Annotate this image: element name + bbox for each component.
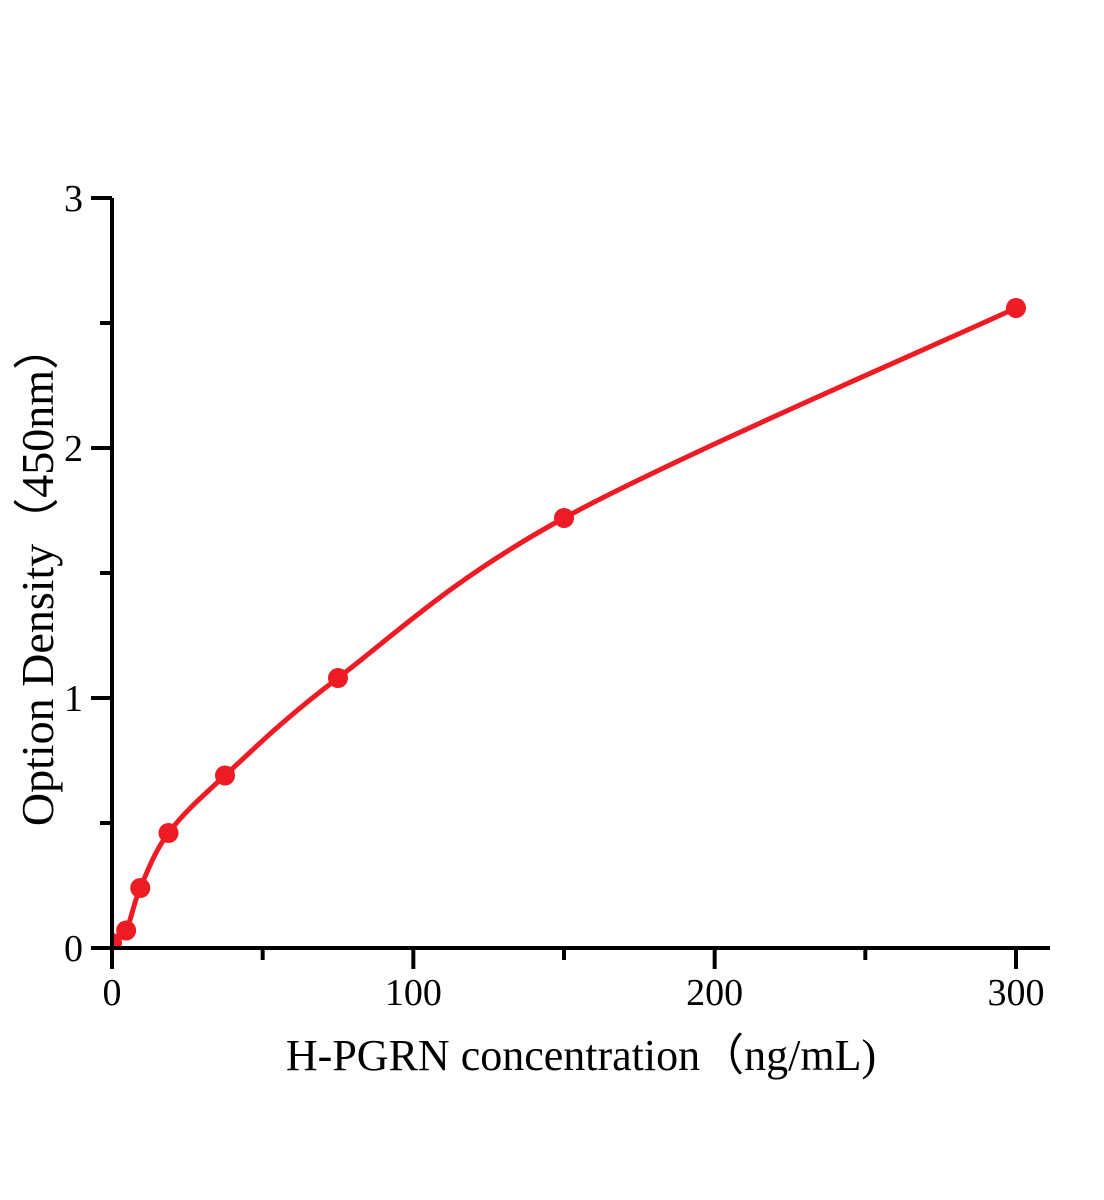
- y-tick-label: 2: [64, 428, 83, 470]
- y-axis-title: Option Density（450nm）: [12, 323, 63, 827]
- x-axis-title: H-PGRN concentration（ng/mL): [285, 1031, 877, 1080]
- data-point: [158, 823, 179, 843]
- x-tick-label: 300: [988, 972, 1045, 1014]
- data-point: [116, 920, 137, 941]
- data-point: [554, 508, 574, 528]
- x-tick-label: 200: [686, 972, 743, 1014]
- series-group: [111, 298, 1026, 948]
- series-curve: [111, 305, 1018, 946]
- data-point: [130, 878, 151, 898]
- data-point: [215, 765, 235, 786]
- y-tick-label: 1: [64, 678, 83, 720]
- data-point: [328, 668, 348, 688]
- y-tick-label: 3: [64, 178, 83, 220]
- x-tick-label: 0: [103, 972, 122, 1014]
- y-tick-label: 0: [64, 928, 83, 970]
- x-tick-label: 100: [385, 972, 442, 1014]
- data-point: [1006, 298, 1026, 318]
